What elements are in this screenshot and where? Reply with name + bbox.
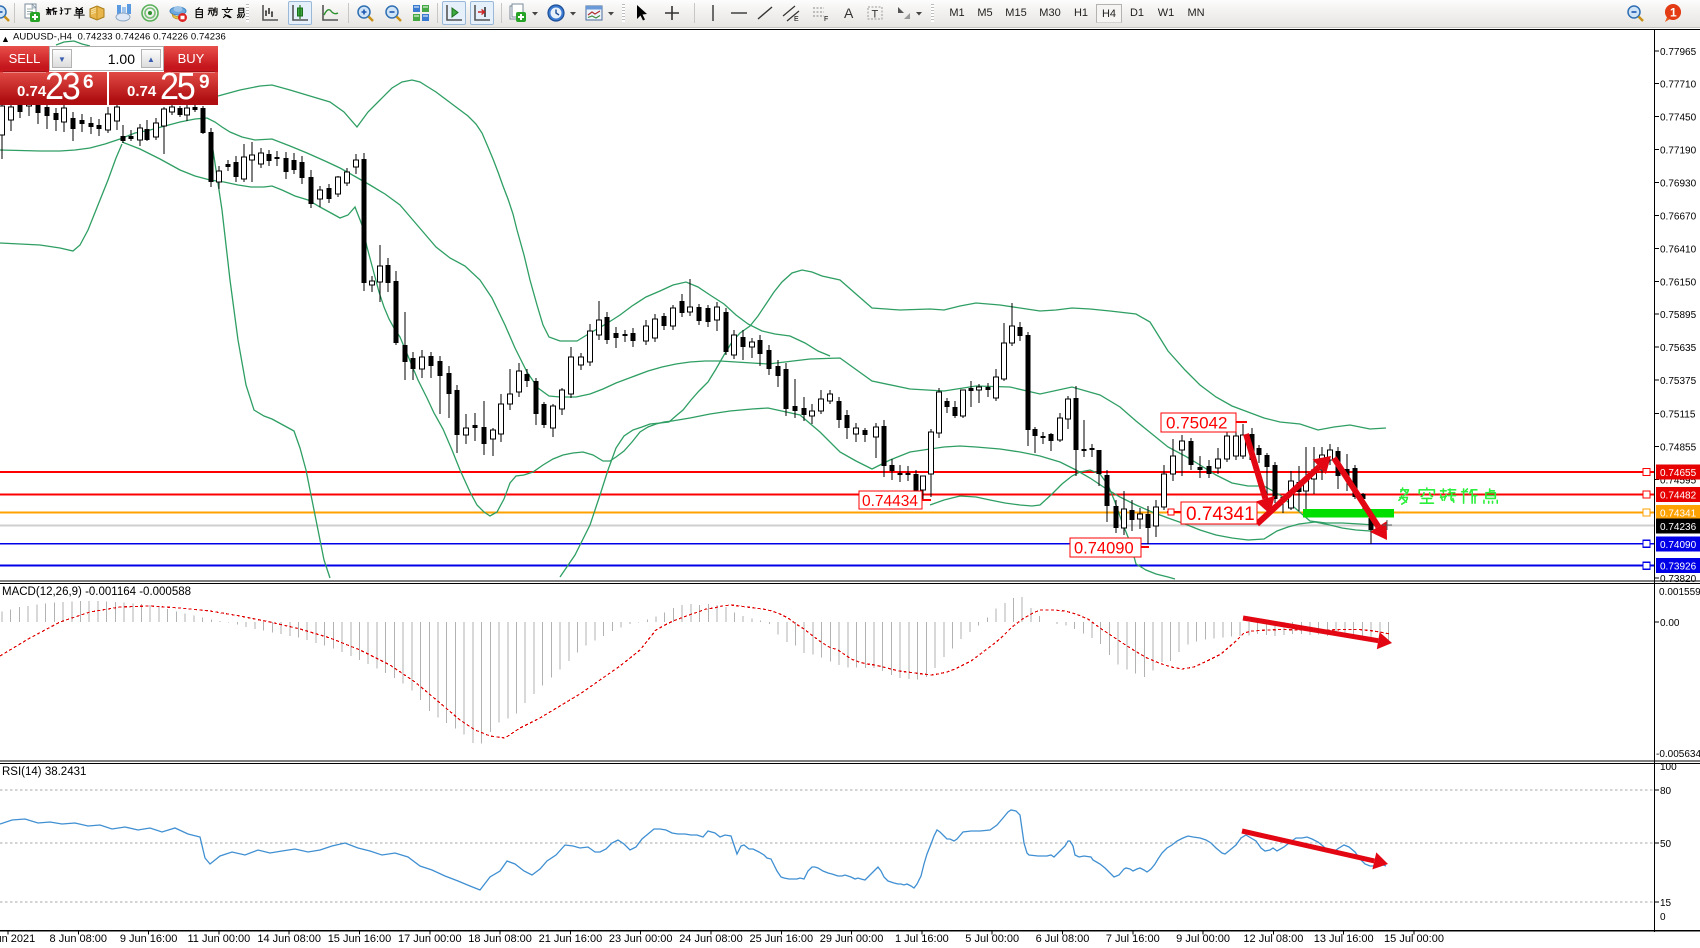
svg-text:0.74434: 0.74434 [862, 493, 918, 510]
svg-text:0.74090: 0.74090 [1074, 540, 1134, 558]
svg-text:0.77450: 0.77450 [1660, 113, 1697, 124]
svg-text:9 Jul 00:00: 9 Jul 00:00 [1176, 933, 1230, 945]
svg-text:25 Jun 16:00: 25 Jun 16:00 [749, 933, 813, 945]
svg-text:14 Jun 08:00: 14 Jun 08:00 [257, 933, 321, 945]
svg-text:9 Jun 16:00: 9 Jun 16:00 [120, 933, 178, 945]
svg-text:0.74090: 0.74090 [1660, 540, 1697, 551]
svg-text:80: 80 [1660, 786, 1672, 797]
svg-text:0.77965: 0.77965 [1660, 47, 1697, 58]
svg-text:0.76410: 0.76410 [1660, 245, 1697, 256]
svg-text:0.76930: 0.76930 [1660, 179, 1697, 190]
svg-text:0.77190: 0.77190 [1660, 146, 1697, 157]
svg-text:-0.005634: -0.005634 [1656, 749, 1700, 760]
svg-text:18 Jun 08:00: 18 Jun 08:00 [468, 933, 532, 945]
svg-text:0.74236: 0.74236 [1660, 522, 1697, 533]
svg-text:0.75375: 0.75375 [1660, 376, 1697, 387]
svg-text:29 Jun 00:00: 29 Jun 00:00 [820, 933, 884, 945]
svg-text:13 Jul 16:00: 13 Jul 16:00 [1314, 933, 1374, 945]
svg-text:15 Jul 00:00: 15 Jul 00:00 [1384, 933, 1444, 945]
svg-text:0.73926: 0.73926 [1660, 562, 1697, 573]
svg-text:8 Jun 08:00: 8 Jun 08:00 [50, 933, 108, 945]
svg-text:7 Jun 2021: 7 Jun 2021 [0, 933, 35, 945]
svg-text:6 Jul 08:00: 6 Jul 08:00 [1036, 933, 1090, 945]
svg-text:0.74482: 0.74482 [1660, 491, 1697, 502]
svg-text:0.75635: 0.75635 [1660, 343, 1697, 354]
svg-text:21 Jun 16:00: 21 Jun 16:00 [539, 933, 603, 945]
svg-text:F: F [824, 16, 828, 23]
svg-text:0.74341: 0.74341 [1186, 504, 1255, 525]
svg-text:5 Jul 00:00: 5 Jul 00:00 [965, 933, 1019, 945]
svg-text:RSI(14) 38.2431: RSI(14) 38.2431 [2, 766, 86, 778]
svg-text:100: 100 [1660, 762, 1677, 773]
svg-text:0.74341: 0.74341 [1660, 509, 1697, 520]
svg-text:0.73820: 0.73820 [1660, 574, 1697, 585]
svg-text:0.77710: 0.77710 [1660, 79, 1697, 90]
svg-text:17 Jun 00:00: 17 Jun 00:00 [398, 933, 462, 945]
svg-text:0.76150: 0.76150 [1660, 278, 1697, 289]
svg-text:0.76670: 0.76670 [1660, 212, 1697, 223]
svg-text:0.74595: 0.74595 [1660, 475, 1697, 486]
svg-text:▲: ▲ [1, 34, 10, 44]
svg-text:MACD(12,26,9) -0.001164 -0.000: MACD(12,26,9) -0.001164 -0.000588 [2, 586, 191, 598]
svg-text:AUDUSD-,H4 0.74233 0.74246 0.: AUDUSD-,H4 0.74233 0.74246 0.74226 0.742… [13, 32, 226, 43]
svg-text:50: 50 [1660, 839, 1672, 850]
svg-text:T: T [872, 9, 879, 21]
svg-text:A: A [844, 5, 854, 21]
svg-text:0.75115: 0.75115 [1660, 409, 1696, 420]
svg-text:0.00: 0.00 [1660, 618, 1680, 629]
svg-text:15 Jun 16:00: 15 Jun 16:00 [328, 933, 392, 945]
svg-text:12 Jul 08:00: 12 Jul 08:00 [1243, 933, 1303, 945]
svg-text:E: E [794, 16, 799, 23]
svg-text:23 Jun 00:00: 23 Jun 00:00 [609, 933, 673, 945]
svg-text:0.75895: 0.75895 [1660, 310, 1697, 321]
svg-text:0.74655: 0.74655 [1660, 468, 1697, 479]
svg-text:7 Jul 16:00: 7 Jul 16:00 [1106, 933, 1160, 945]
svg-text:24 Jun 08:00: 24 Jun 08:00 [679, 933, 743, 945]
svg-text:1: 1 [1670, 6, 1677, 20]
svg-text:0.001559: 0.001559 [1659, 587, 1700, 598]
svg-text:11 Jun 00:00: 11 Jun 00:00 [188, 933, 251, 945]
svg-text:0: 0 [1660, 912, 1666, 923]
svg-text:15: 15 [1660, 898, 1672, 909]
svg-text:1 Jul 16:00: 1 Jul 16:00 [895, 933, 949, 945]
svg-text:0.74855: 0.74855 [1660, 442, 1697, 453]
svg-text:0.75042: 0.75042 [1166, 414, 1227, 433]
